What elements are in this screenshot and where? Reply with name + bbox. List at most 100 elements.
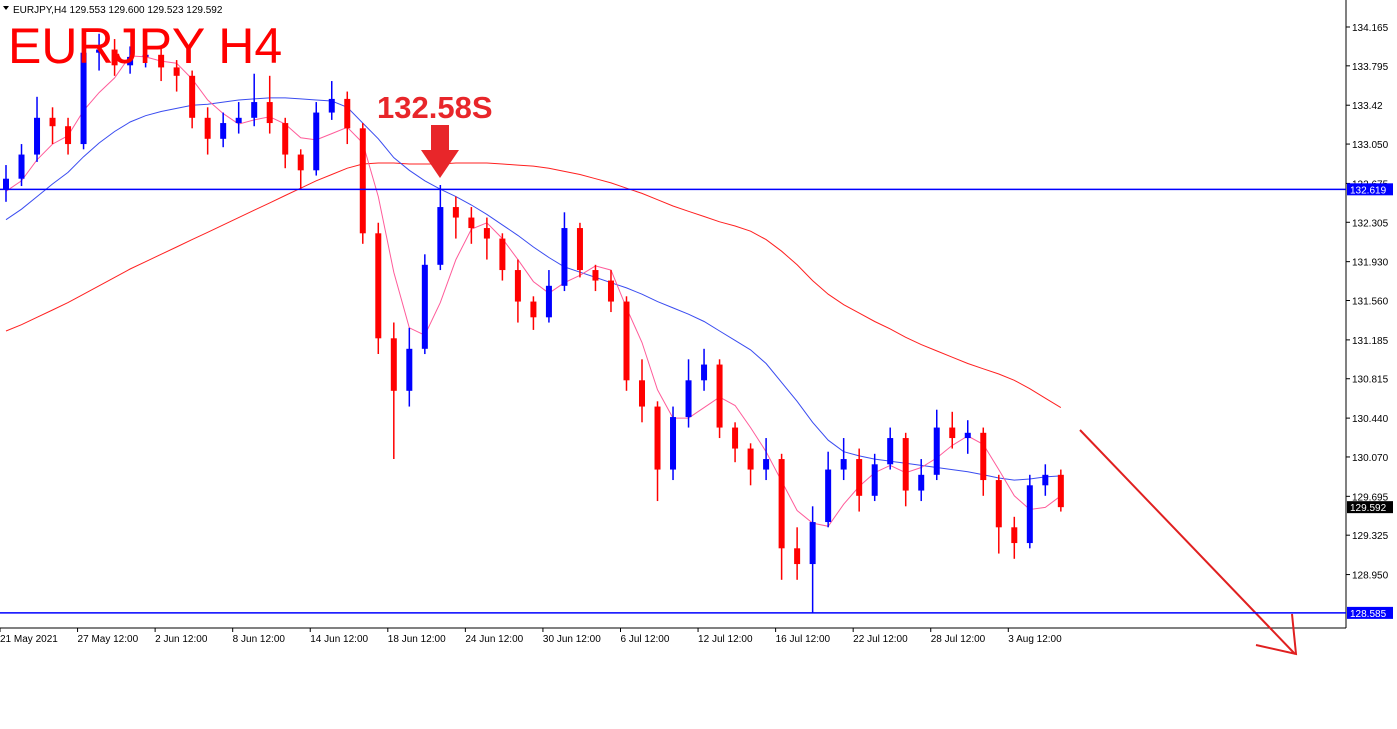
candle-body xyxy=(670,417,677,470)
y-tick-label: 128.950 xyxy=(1352,571,1389,582)
x-tick-label: 6 Jul 12:00 xyxy=(620,634,669,645)
y-tick-label: 131.185 xyxy=(1352,336,1389,347)
annotation: 132.58S xyxy=(377,90,493,125)
candle-body xyxy=(204,117,211,139)
candle-body xyxy=(949,427,956,439)
candle-body xyxy=(390,338,397,391)
x-tick-label: 21 May 2021 xyxy=(0,634,58,645)
candle-body xyxy=(530,301,537,318)
candle-body xyxy=(840,459,847,470)
candle-body xyxy=(887,438,894,465)
candle-body xyxy=(1026,485,1033,544)
price-label: 129.592 xyxy=(1350,503,1387,514)
y-tick-label: 132.305 xyxy=(1352,218,1389,229)
candle-body xyxy=(763,459,770,470)
y-tick-label: 131.930 xyxy=(1352,258,1389,269)
candle-body xyxy=(794,548,801,565)
candle-body xyxy=(871,464,878,496)
candle-body xyxy=(654,406,661,470)
x-tick-label: 12 Jul 12:00 xyxy=(698,634,753,645)
candle-body xyxy=(375,233,382,339)
candle-body xyxy=(933,427,940,475)
candle-body xyxy=(701,364,708,381)
chart-title: EURJPY H4 xyxy=(8,18,282,74)
moving-average xyxy=(5,162,1062,409)
trend-arrow-head xyxy=(1255,613,1298,656)
candle-body xyxy=(747,448,754,470)
candle-body xyxy=(561,228,568,286)
y-tick-label: 133.795 xyxy=(1352,62,1389,73)
candle-body xyxy=(34,117,41,155)
candle-body xyxy=(918,474,925,491)
y-tick-label: 131.560 xyxy=(1352,297,1389,308)
candle-body xyxy=(344,98,351,129)
candle-body xyxy=(328,98,335,113)
candle-body xyxy=(80,52,87,145)
x-tick-label: 3 Aug 12:00 xyxy=(1008,634,1062,645)
candle-body xyxy=(49,117,56,127)
y-tick-label: 134.165 xyxy=(1352,23,1389,34)
candle-body xyxy=(220,123,227,139)
y-tick-label: 130.070 xyxy=(1352,453,1389,464)
candle-body xyxy=(499,238,506,271)
candle-body xyxy=(297,154,304,171)
candle-body xyxy=(421,264,428,349)
candle-body xyxy=(809,522,816,565)
candle-body xyxy=(607,280,614,302)
candle-body xyxy=(685,380,692,418)
candle-body xyxy=(623,301,630,381)
candle-body xyxy=(980,432,987,481)
header: EURJPY,H4 129.553 129.600 129.523 129.59… xyxy=(13,5,223,16)
x-tick-label: 8 Jun 12:00 xyxy=(233,634,286,645)
candle-body xyxy=(964,432,971,439)
y-tick-label: 129.695 xyxy=(1352,492,1389,503)
y-tick-label: 133.42 xyxy=(1352,101,1383,112)
candle-body xyxy=(158,54,165,68)
candle-body xyxy=(127,56,134,66)
candle-body xyxy=(639,380,646,407)
candle-body xyxy=(65,126,72,145)
candle-body xyxy=(313,112,320,171)
signal-arrow xyxy=(421,125,459,178)
x-tick-label: 27 May 12:00 xyxy=(78,634,139,645)
y-tick-label: 133.050 xyxy=(1352,140,1389,151)
candle-body xyxy=(483,228,490,239)
level-label: 132.619 xyxy=(1350,185,1387,196)
candle-body xyxy=(576,228,583,271)
y-tick-label: 129.325 xyxy=(1352,531,1389,542)
candle-body xyxy=(111,49,118,66)
x-tick-label: 22 Jul 12:00 xyxy=(853,634,908,645)
x-tick-label: 14 Jun 12:00 xyxy=(310,634,368,645)
candle-body xyxy=(452,207,459,218)
candle-body xyxy=(732,427,739,449)
candle-body xyxy=(1011,527,1018,544)
trend-arrow xyxy=(1079,429,1296,655)
y-tick-label: 130.440 xyxy=(1352,414,1389,425)
candle-body xyxy=(142,54,149,57)
level-label-box xyxy=(1347,183,1393,196)
moving-average xyxy=(5,55,1062,527)
x-tick-label: 24 Jun 12:00 xyxy=(465,634,523,645)
candle-body xyxy=(468,217,475,229)
candle-body xyxy=(189,75,196,118)
x-tick-label: 16 Jul 12:00 xyxy=(776,634,831,645)
candle-body xyxy=(778,459,785,549)
candle-body xyxy=(359,128,366,234)
candle-body xyxy=(592,270,599,281)
candle-body xyxy=(437,207,444,265)
candle-body xyxy=(282,123,289,155)
candle-body xyxy=(96,49,103,53)
candle-body xyxy=(173,67,180,76)
x-tick-label: 18 Jun 12:00 xyxy=(388,634,446,645)
candle-body xyxy=(1042,474,1049,486)
candle-body xyxy=(3,178,9,190)
candle-body xyxy=(18,154,25,179)
candle-body xyxy=(1057,474,1064,508)
candle-body xyxy=(406,348,413,391)
x-tick-label: 30 Jun 12:00 xyxy=(543,634,601,645)
candle-body xyxy=(545,285,552,318)
plot-area xyxy=(3,33,1064,613)
candle-body xyxy=(266,102,273,124)
candle-body xyxy=(716,364,723,428)
